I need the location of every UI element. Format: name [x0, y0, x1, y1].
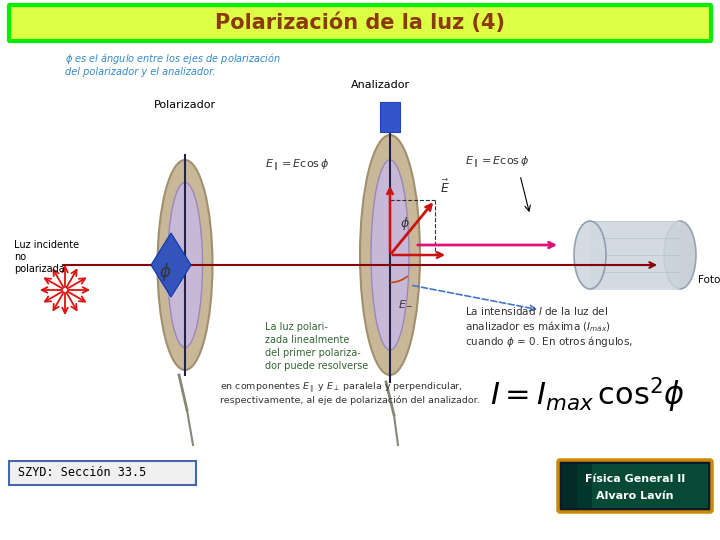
Bar [380, 102, 400, 132]
Text: $\vec{E}$: $\vec{E}$ [440, 179, 450, 196]
Bar [592, 464, 708, 508]
Text: $\phi$: $\phi$ [400, 215, 410, 232]
Text: $E_{\parallel} = E\cos\phi$: $E_{\parallel} = E\cos\phi$ [465, 154, 529, 171]
FancyBboxPatch shape [558, 460, 712, 512]
FancyBboxPatch shape [9, 5, 711, 41]
Text: La intensidad $I$ de la luz del: La intensidad $I$ de la luz del [465, 305, 608, 317]
Text: en componentes $E_{\parallel}$ y $E_{\perp}$ paralela y perpendicular,: en componentes $E_{\parallel}$ y $E_{\pe… [220, 381, 463, 395]
Text: no: no [14, 252, 26, 262]
Text: La luz polari-: La luz polari- [265, 322, 328, 332]
Ellipse shape [168, 183, 202, 348]
Text: Polarizador: Polarizador [154, 100, 216, 110]
Text: del polarizador y el analizador.: del polarizador y el analizador. [65, 67, 215, 77]
Ellipse shape [371, 160, 409, 350]
Polygon shape [151, 233, 191, 297]
Text: dor puede resolverse: dor puede resolverse [265, 361, 368, 371]
Text: $\phi$ es el ángulo entre los ejes de polarización: $\phi$ es el ángulo entre los ejes de po… [65, 51, 281, 66]
Text: cuando $\phi$ = 0. En otros ángulos,: cuando $\phi$ = 0. En otros ángulos, [465, 334, 633, 349]
Text: $\phi$: $\phi$ [159, 261, 171, 283]
Text: $E_{\parallel} = E\cos\phi$: $E_{\parallel} = E\cos\phi$ [265, 158, 330, 174]
Bar [562, 464, 708, 508]
Ellipse shape [574, 221, 606, 289]
FancyBboxPatch shape [9, 461, 196, 485]
Text: $I = I_{max}\,\cos^2\!\phi$: $I = I_{max}\,\cos^2\!\phi$ [490, 375, 685, 415]
Text: Fotocelda: Fotocelda [698, 275, 720, 285]
Bar [10, 42, 710, 452]
Ellipse shape [158, 160, 212, 370]
Text: $E_{-}$: $E_{-}$ [398, 299, 413, 309]
Text: respectivamente, al eje de polarización del analizador.: respectivamente, al eje de polarización … [220, 395, 480, 405]
Text: Alvaro Lavín: Alvaro Lavín [596, 491, 674, 501]
Text: polarizada: polarizada [14, 264, 65, 274]
Text: zada linealmente: zada linealmente [265, 335, 349, 345]
Text: del primer polariza-: del primer polariza- [265, 348, 361, 358]
Bar [577, 464, 708, 508]
Text: Luz incidente: Luz incidente [14, 240, 79, 250]
Text: Física General II: Física General II [585, 474, 685, 484]
Ellipse shape [664, 221, 696, 289]
Text: analizador es máxima ($I_{máx}$): analizador es máxima ($I_{máx}$) [465, 319, 611, 334]
Text: SZYD: Sección 33.5: SZYD: Sección 33.5 [18, 467, 146, 480]
Bar [590, 221, 680, 289]
Ellipse shape [360, 135, 420, 375]
Text: Polarización de la luz (4): Polarización de la luz (4) [215, 13, 505, 33]
Text: Analizador: Analizador [351, 80, 410, 90]
